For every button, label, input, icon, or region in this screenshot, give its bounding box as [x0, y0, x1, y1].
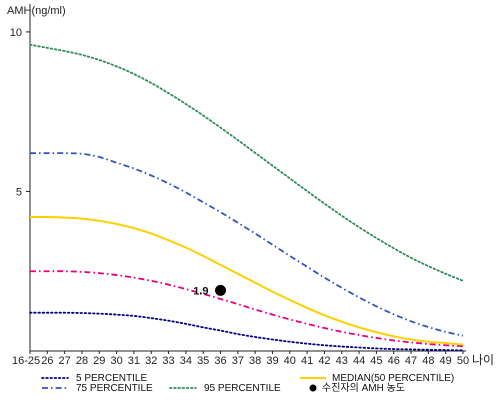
x-tick-label: 26: [41, 355, 53, 367]
legend-label-0: 5 PERCENTILE: [76, 373, 147, 384]
x-tick-label: 39: [266, 355, 278, 367]
x-tick-label: 29: [93, 355, 105, 367]
series-line-0: [29, 311, 464, 352]
x-tick-label: 33: [162, 355, 174, 367]
x-tick-label: 42: [318, 355, 330, 367]
x-tick-label: 31: [128, 355, 140, 367]
x-tick-label: 49: [440, 355, 452, 367]
legend: 5 PERCENTILE MEDIAN(50 PERCENTILE) 75 PERC…: [41, 373, 454, 394]
patient-amh-point: [215, 284, 227, 296]
x-axis-label: 나이: [472, 353, 494, 367]
x-tick-label: 50: [457, 355, 469, 367]
x-tick-label: 46: [388, 355, 400, 367]
x-tick-label: 48: [422, 355, 434, 367]
x-tick-label: 43: [336, 355, 348, 367]
legend-label-3: 75 PERCENTILE: [76, 383, 153, 394]
patient-amh-value-label: 1.9: [193, 285, 208, 297]
series-line-1: [30, 270, 464, 348]
x-tick-label: 34: [180, 355, 192, 367]
x-tick-label: 36: [214, 355, 226, 367]
x-tick-label: 44: [353, 355, 365, 367]
x-tick-label: 37: [232, 355, 244, 367]
legend-label-2: MEDIAN(50 PERCENTILE): [332, 373, 454, 384]
x-ticks: 16-25 26 27 28 29 30 31 32 33 34 35 36 37 38 39 40 41 42 4…: [12, 351, 469, 367]
x-tick-label: 16-25: [12, 355, 40, 367]
x-tick-label: 41: [301, 355, 313, 367]
x-tick-label: 35: [197, 355, 209, 367]
series-line-3: [29, 152, 464, 337]
series-lines: [29, 43, 464, 352]
legend-label-marker: 수진자의 AMH 농도: [322, 382, 405, 394]
x-tick-label: 27: [59, 355, 71, 367]
patient-marker: 1.9: [193, 284, 227, 297]
legend-label-4: 95 PERCENTILE: [204, 383, 281, 394]
x-tick-label: 30: [110, 355, 122, 367]
y-tick-label: 5: [16, 186, 22, 198]
axes: [29, 4, 466, 352]
x-tick-label: 28: [76, 355, 88, 367]
x-tick-label: 38: [249, 355, 261, 367]
x-tick-label: 45: [370, 355, 382, 367]
x-tick-label: 47: [405, 355, 417, 367]
y-tick-label: 10: [10, 27, 22, 39]
series-line-2: [29, 215, 464, 346]
y-axis-label: AMH(ng/ml): [7, 5, 66, 17]
series-line-4: [29, 43, 464, 282]
y-ticks: 5 10: [10, 27, 30, 198]
legend-marker-dot: [309, 384, 317, 392]
x-tick-label: 40: [284, 355, 296, 367]
x-tick-label: 32: [145, 355, 157, 367]
